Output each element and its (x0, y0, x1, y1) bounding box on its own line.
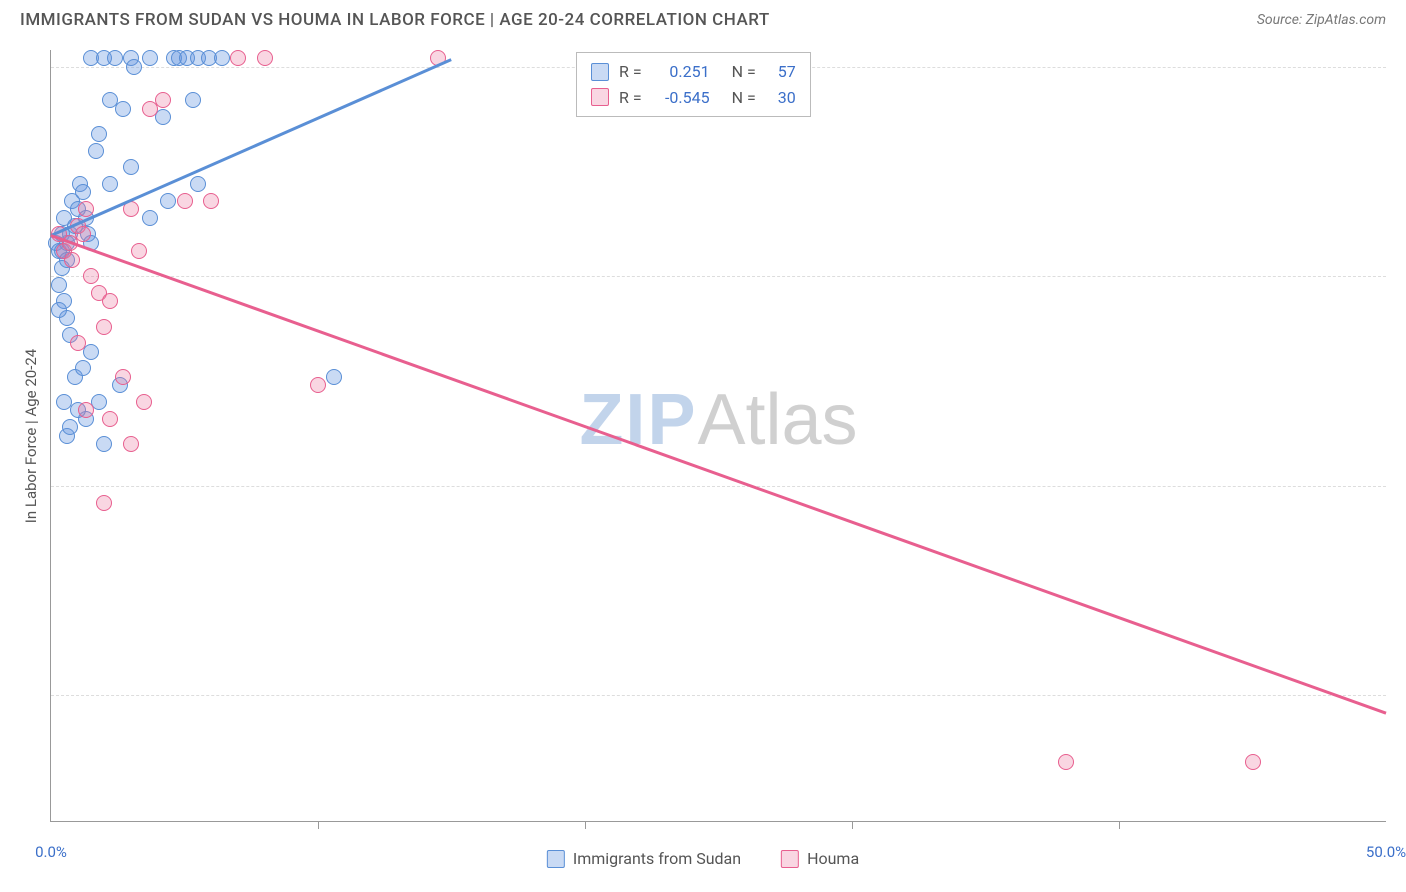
scatter-point (75, 184, 91, 200)
footer-legend-label: Houma (807, 849, 859, 868)
scatter-point (185, 92, 201, 108)
legend-r-value: -0.545 (652, 85, 710, 111)
y-axis-label: In Labor Force | Age 20-24 (22, 348, 40, 522)
x-tick (585, 821, 586, 829)
stats-legend-row: R = -0.545 N = 30 (591, 85, 796, 111)
y-tick-label: 25.0% (1396, 686, 1406, 704)
scatter-point (83, 344, 99, 360)
scatter-point (123, 159, 139, 175)
legend-r-value: 0.251 (652, 59, 710, 85)
scatter-point (96, 495, 112, 511)
legend-n-value: 57 (766, 59, 796, 85)
scatter-point (83, 268, 99, 284)
scatter-point (136, 394, 152, 410)
watermark-atlas: Atlas (697, 380, 857, 460)
x-tick (318, 821, 319, 829)
source-attribution: Source: ZipAtlas.com (1257, 12, 1386, 28)
trend-line (51, 234, 1387, 714)
scatter-point (203, 193, 219, 209)
legend-r-label: R = (619, 85, 642, 111)
legend-r-label: R = (619, 59, 642, 85)
legend-n-value: 30 (766, 85, 796, 111)
gridline-h (51, 695, 1386, 696)
scatter-point (88, 143, 104, 159)
footer-legend-item: Houma (781, 849, 859, 868)
legend-swatch (547, 850, 565, 868)
scatter-point (96, 319, 112, 335)
scatter-point (126, 59, 142, 75)
x-tick (852, 821, 853, 829)
scatter-point (160, 193, 176, 209)
gridline-h (51, 486, 1386, 487)
legend-swatch (781, 850, 799, 868)
x-tick-label: 0.0% (35, 843, 67, 861)
chart-title: IMMIGRANTS FROM SUDAN VS HOUMA IN LABOR … (20, 10, 770, 30)
y-tick-label: 100.0% (1396, 58, 1406, 76)
scatter-point (1058, 754, 1074, 770)
scatter-point (310, 377, 326, 393)
scatter-point (78, 402, 94, 418)
scatter-point (1245, 754, 1261, 770)
scatter-point (102, 176, 118, 192)
scatter-point (91, 126, 107, 142)
watermark: ZIPAtlas (579, 379, 857, 461)
x-tick (1119, 821, 1120, 829)
scatter-point (102, 293, 118, 309)
y-tick-label: 50.0% (1396, 477, 1406, 495)
scatter-point (177, 193, 193, 209)
scatter-point (51, 277, 67, 293)
scatter-point (107, 50, 123, 66)
scatter-point (155, 92, 171, 108)
stats-legend: R = 0.251 N = 57 R = -0.545 N = 30 (576, 52, 811, 117)
scatter-point (230, 50, 246, 66)
scatter-point (142, 50, 158, 66)
legend-swatch (591, 88, 609, 106)
trend-line (50, 58, 451, 236)
scatter-point (142, 210, 158, 226)
y-tick-label: 75.0% (1396, 267, 1406, 285)
gridline-h (51, 276, 1386, 277)
plot-area: In Labor Force | Age 20-24 ZIPAtlas 25.0… (50, 50, 1386, 822)
footer-legend-item: Immigrants from Sudan (547, 849, 741, 868)
legend-n-label: N = (732, 59, 756, 85)
scatter-point (214, 50, 230, 66)
scatter-point (257, 50, 273, 66)
scatter-point (75, 226, 91, 242)
legend-n-label: N = (732, 85, 756, 111)
chart-container: In Labor Force | Age 20-24 ZIPAtlas 25.0… (50, 50, 1386, 822)
scatter-point (155, 109, 171, 125)
stats-legend-row: R = 0.251 N = 57 (591, 59, 796, 85)
scatter-point (123, 436, 139, 452)
footer-legend: Immigrants from Sudan Houma (547, 849, 859, 868)
scatter-point (102, 411, 118, 427)
scatter-point (190, 176, 206, 192)
x-tick-label: 50.0% (1366, 843, 1406, 861)
scatter-point (70, 335, 86, 351)
scatter-point (131, 243, 147, 259)
legend-swatch (591, 63, 609, 81)
scatter-point (115, 369, 131, 385)
scatter-point (326, 369, 342, 385)
scatter-point (115, 101, 131, 117)
footer-legend-label: Immigrants from Sudan (573, 849, 741, 868)
scatter-point (75, 360, 91, 376)
scatter-point (64, 252, 80, 268)
scatter-point (62, 419, 78, 435)
watermark-zip: ZIP (579, 380, 697, 460)
scatter-point (51, 302, 67, 318)
scatter-point (96, 436, 112, 452)
